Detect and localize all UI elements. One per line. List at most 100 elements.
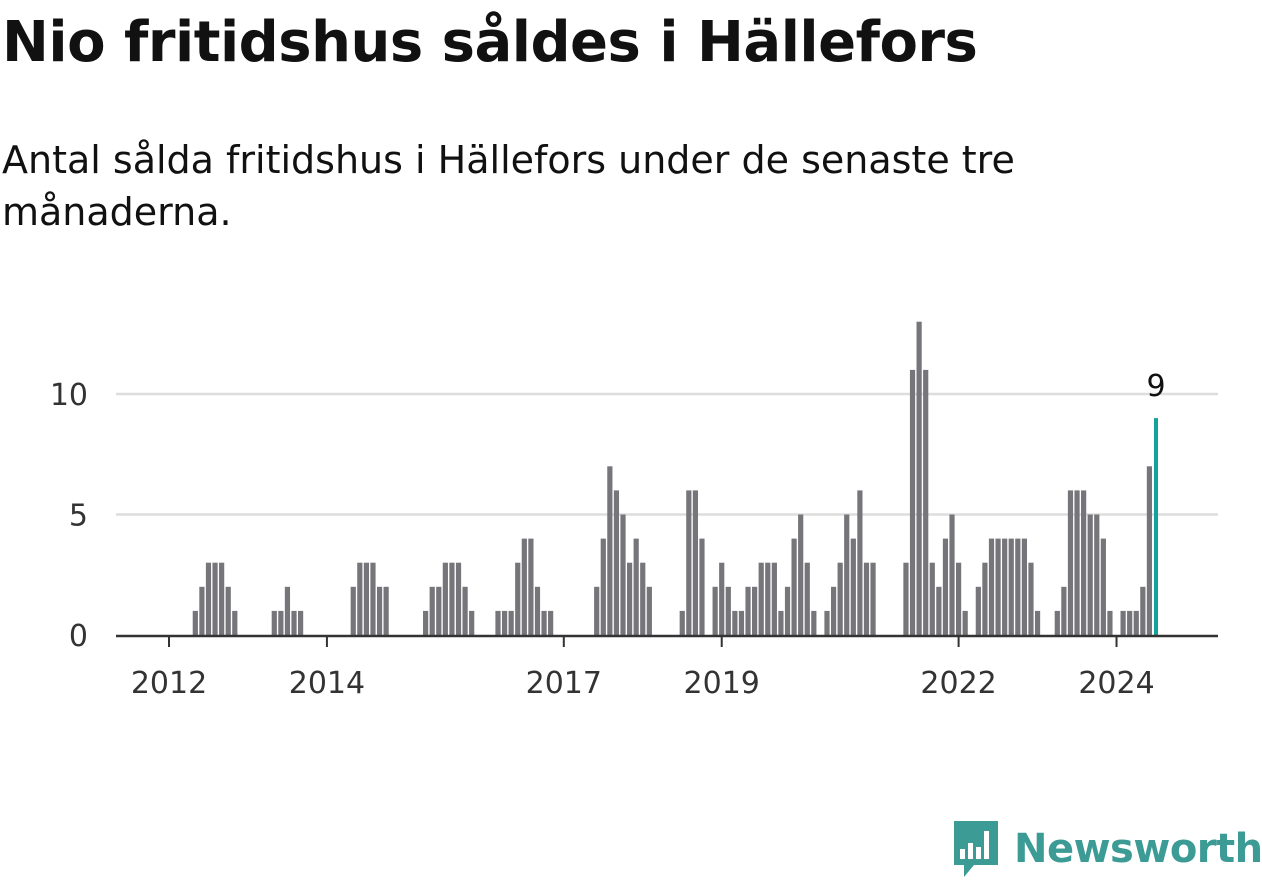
bar (600, 538, 606, 635)
bar (811, 610, 817, 635)
bar (363, 562, 369, 635)
bar (798, 514, 804, 635)
x-tick-label: 2017 (526, 666, 602, 701)
bar (1015, 538, 1021, 635)
bar (442, 562, 448, 635)
chart-subtitle: Antal sålda fritidshus i Hällefors under… (2, 138, 1015, 234)
bars (192, 321, 1158, 635)
bar (291, 610, 297, 635)
bar (863, 562, 870, 635)
bar (784, 586, 791, 635)
bar (1120, 610, 1126, 635)
bar (548, 610, 554, 635)
bar (1021, 538, 1027, 635)
bar (949, 514, 955, 635)
bar (725, 586, 731, 635)
bar (857, 490, 863, 635)
bar (278, 610, 284, 635)
bar (738, 610, 745, 635)
bar (541, 610, 547, 635)
bar (521, 538, 527, 635)
bar (508, 610, 514, 635)
bar (929, 562, 935, 635)
bar (1094, 514, 1100, 635)
bar (995, 538, 1001, 635)
bar (916, 321, 922, 635)
bar (429, 586, 435, 635)
bar (1034, 610, 1041, 635)
newsworthy-logo: Newsworthy (950, 818, 1262, 880)
bar (830, 586, 837, 635)
bar (982, 562, 988, 635)
bar (383, 586, 389, 635)
bar (613, 490, 620, 635)
bar (771, 562, 777, 635)
bar (1100, 538, 1106, 635)
bar (350, 586, 356, 635)
bar (844, 514, 850, 635)
bar (903, 562, 909, 635)
y-tick-label: 5 (69, 499, 88, 534)
bar (1133, 610, 1139, 635)
bar (633, 538, 639, 635)
bar (1087, 514, 1093, 635)
bar (824, 610, 830, 635)
bar (594, 586, 600, 635)
bar (284, 586, 291, 635)
bar (850, 538, 856, 635)
bar (752, 586, 758, 635)
y-tick-label: 10 (50, 378, 88, 413)
x-tick-label: 2019 (684, 666, 760, 701)
newsworthy-bar-chart-logo-icon (954, 821, 998, 877)
bar (449, 562, 455, 635)
bar (212, 562, 218, 635)
chart-title: Nio fritidshus såldes i Hällefors (2, 10, 978, 75)
y-grid (116, 392, 1218, 516)
bar (219, 562, 225, 635)
bar (607, 466, 613, 635)
bar (192, 610, 198, 635)
bar (515, 562, 521, 635)
bar (804, 562, 810, 635)
bar (870, 562, 876, 635)
bar (692, 490, 698, 635)
bar (778, 610, 784, 635)
bar-chart: 0 5 10 2012 2014 2017 2019 2022 2024 9 (50, 321, 1218, 701)
bar (1067, 490, 1074, 635)
bar (205, 562, 212, 635)
bar (455, 562, 462, 635)
bar (423, 610, 429, 635)
bar (1008, 538, 1014, 635)
bar (1127, 610, 1133, 635)
bar (686, 490, 692, 635)
bar (719, 562, 725, 635)
bar (1081, 490, 1087, 635)
x-tick-label: 2012 (131, 666, 207, 701)
bar (1061, 586, 1067, 635)
bar (436, 586, 442, 635)
bar (1074, 490, 1080, 635)
bar (765, 562, 771, 635)
bar (646, 586, 652, 635)
x-tick-label: 2024 (1078, 666, 1154, 701)
bar (1028, 562, 1034, 635)
bar (1146, 466, 1153, 635)
bar (640, 562, 646, 635)
bar (936, 586, 942, 635)
bar (837, 562, 843, 635)
bar (791, 538, 797, 635)
bar (469, 610, 475, 635)
bar (298, 610, 304, 635)
x-tick-labels: 2012 2014 2017 2019 2022 2024 (131, 637, 1155, 701)
bar (1002, 538, 1008, 635)
bar (942, 538, 949, 635)
highlighted-bar (1154, 418, 1158, 635)
bar (370, 562, 376, 635)
bar (699, 538, 705, 635)
bar (225, 586, 231, 635)
bar (732, 610, 738, 635)
bar (1140, 586, 1146, 635)
bar (712, 586, 718, 635)
bar (758, 562, 764, 635)
y-tick-label: 0 (69, 619, 88, 654)
